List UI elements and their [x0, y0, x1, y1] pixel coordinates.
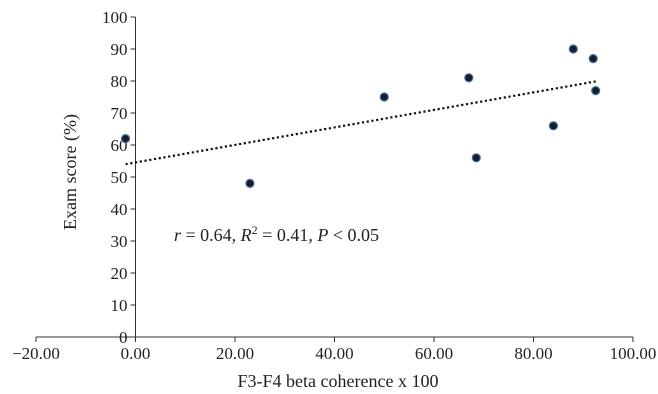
x-tick-label: 0.00	[121, 344, 151, 363]
labels: F3-F4 beta coherence x 100 Exam score (%…	[60, 114, 438, 391]
p-value: 0.05	[347, 225, 379, 245]
data-point	[568, 44, 578, 54]
trendline	[125, 79, 599, 166]
y-tick-label: 20	[111, 264, 128, 283]
trendline-group	[125, 79, 599, 166]
y-tick-label: 50	[111, 168, 128, 187]
data-point	[120, 134, 131, 144]
data-point	[471, 153, 481, 163]
data-point	[588, 53, 598, 64]
data-point	[464, 73, 474, 83]
data-points	[120, 44, 601, 188]
data-point	[548, 121, 559, 131]
y-tick-label: 0	[119, 328, 128, 347]
y-axis-label: Exam score (%)	[60, 114, 81, 230]
y-tick-label: 10	[111, 296, 128, 315]
correlation-annotation: r = 0.64, R2 = 0.41, P < 0.05	[174, 223, 379, 245]
x-tick-label: 80.00	[514, 344, 552, 363]
data-point	[379, 92, 389, 102]
y-tick-label: 90	[111, 40, 128, 59]
data-point	[245, 178, 255, 188]
y-tick-label: 30	[111, 232, 128, 251]
x-tick-label: 60.00	[415, 344, 453, 363]
x-tick-label: −20.00	[12, 344, 60, 363]
x-tick-label: 20.00	[216, 344, 254, 363]
y-tick-label: 40	[111, 200, 128, 219]
y-tick-label: 70	[111, 104, 128, 123]
x-tick-label: 100.00	[610, 344, 657, 363]
y-tick-label: 80	[111, 72, 128, 91]
axes: −20.00 0.00 20.00 40.00 60.00 80.00 100.00 0 10 2…	[12, 8, 656, 363]
x-tick-label: 40.00	[315, 344, 353, 363]
r2-value: 0.41	[277, 225, 309, 245]
data-point	[591, 85, 601, 96]
y-tick-label: 100	[102, 8, 128, 27]
r-value: 0.64	[200, 225, 232, 245]
x-axis-label: F3-F4 beta coherence x 100	[238, 371, 439, 391]
